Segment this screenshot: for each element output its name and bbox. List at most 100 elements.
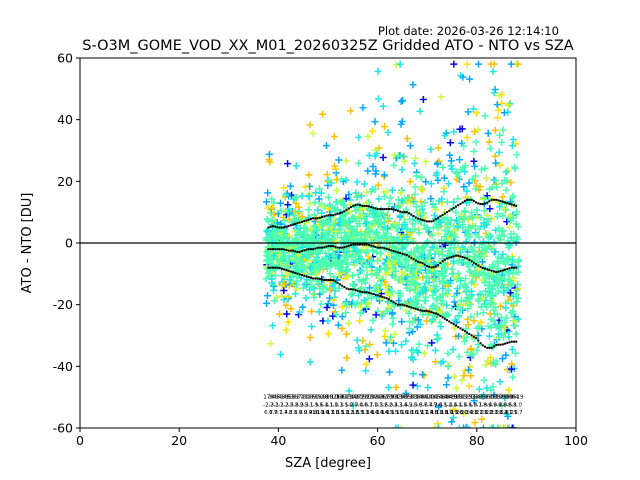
mean-minus-std-dot bbox=[488, 346, 491, 349]
mean-plus-std-dot bbox=[316, 217, 319, 220]
mean-minus-std-dot bbox=[412, 307, 415, 310]
scatter-point bbox=[467, 300, 475, 308]
scatter-point bbox=[490, 238, 498, 246]
median-dot bbox=[294, 250, 297, 253]
scatter-point bbox=[307, 237, 315, 245]
mean-minus-std-dot bbox=[437, 313, 440, 316]
scatter-point bbox=[282, 301, 290, 309]
mean-plus-std-dot bbox=[327, 214, 330, 217]
mean-plus-std-dot bbox=[495, 198, 498, 201]
mean-minus-std-dot bbox=[506, 341, 509, 344]
median-dot bbox=[347, 244, 350, 247]
scatter-point bbox=[409, 220, 417, 228]
bin-stat-label: -9.4 bbox=[491, 402, 502, 408]
scatter-point bbox=[448, 304, 456, 312]
median-dot bbox=[466, 257, 469, 260]
x-tick-label: 100 bbox=[564, 433, 588, 448]
scatter-point bbox=[411, 154, 419, 162]
bin-stat-label: 1619 bbox=[509, 395, 523, 401]
mean-plus-std-dot bbox=[367, 205, 370, 208]
scatter-point bbox=[498, 282, 506, 290]
scatter-point bbox=[482, 361, 490, 369]
scatter-point bbox=[403, 134, 411, 142]
scatter-point bbox=[514, 235, 522, 243]
scatter-point bbox=[471, 262, 479, 270]
scatter-point bbox=[413, 275, 421, 283]
scatter-point bbox=[376, 211, 384, 219]
mean-minus-std-dot bbox=[294, 271, 297, 274]
scatter-point bbox=[425, 278, 433, 286]
mean-plus-std-dot bbox=[457, 204, 460, 207]
median-dot bbox=[425, 264, 428, 267]
scatter-point bbox=[498, 180, 506, 188]
scatter-point bbox=[330, 296, 338, 304]
scatter-point bbox=[493, 334, 501, 342]
median-dot bbox=[479, 265, 482, 268]
scatter-point bbox=[397, 424, 405, 428]
scatter-point bbox=[302, 279, 310, 287]
scatter-point bbox=[309, 231, 317, 239]
scatter-point bbox=[397, 189, 405, 197]
scatter-point bbox=[501, 275, 509, 283]
bin-stat-label: -6.1 bbox=[437, 402, 448, 408]
scatter-point bbox=[345, 387, 353, 395]
scatter-point bbox=[485, 278, 493, 286]
mean-minus-std-dot bbox=[276, 266, 279, 269]
bin-stat-label: 1066 bbox=[331, 395, 345, 401]
mean-plus-std-dot bbox=[414, 216, 417, 219]
bin-stat-label: 14.6 bbox=[376, 410, 389, 416]
scatter-point bbox=[460, 183, 468, 191]
bin-stat-label: 451 bbox=[273, 395, 284, 401]
mean-plus-std-dot bbox=[376, 208, 379, 211]
scatter-point bbox=[352, 247, 360, 255]
median-dot bbox=[446, 257, 449, 260]
bin-stat-label: 1571 bbox=[485, 395, 499, 401]
scatter-point bbox=[470, 147, 478, 155]
scatter-point bbox=[290, 211, 298, 219]
scatter-point bbox=[369, 246, 377, 254]
scatter-point bbox=[361, 346, 369, 354]
scatter-point bbox=[503, 269, 511, 277]
bin-stat-label: 16.3 bbox=[401, 410, 414, 416]
scatter-point bbox=[436, 318, 444, 326]
mean-plus-std-dot bbox=[303, 220, 306, 223]
scatter-point bbox=[372, 266, 380, 274]
scatter-point bbox=[428, 231, 436, 239]
scatter-point bbox=[292, 199, 300, 207]
bin-stat-label: 1451 bbox=[430, 395, 444, 401]
scatter-point bbox=[365, 226, 373, 234]
mean-plus-std-dot bbox=[486, 201, 489, 204]
scatter-point bbox=[319, 110, 327, 118]
scatter-point bbox=[354, 270, 362, 278]
median-dot bbox=[412, 258, 415, 261]
mean-plus-std-dot bbox=[452, 207, 455, 210]
scatter-point bbox=[315, 185, 323, 193]
mean-minus-std-dot bbox=[417, 308, 420, 311]
mean-minus-std-dot bbox=[439, 314, 442, 317]
scatter-point bbox=[452, 273, 460, 281]
scatter-point bbox=[439, 163, 447, 171]
scatter-point bbox=[326, 270, 334, 278]
y-tick-label: 60 bbox=[57, 51, 73, 66]
bin-stat-label: -5.2 bbox=[442, 402, 453, 408]
scatter-point bbox=[476, 289, 484, 297]
scatter-point bbox=[262, 234, 270, 242]
scatter-point bbox=[463, 60, 471, 68]
mean-plus-std-dot bbox=[499, 200, 502, 203]
scatter-point bbox=[481, 112, 489, 120]
mean-plus-std-dot bbox=[405, 211, 408, 214]
mean-minus-std-dot bbox=[430, 311, 433, 314]
bin-stat-label: 16.9 bbox=[411, 410, 424, 416]
scatter-point bbox=[422, 157, 430, 165]
scatter-point bbox=[470, 317, 478, 325]
scatter-point bbox=[364, 132, 372, 140]
scatter-point bbox=[404, 238, 412, 246]
median-dot bbox=[452, 255, 455, 258]
scatter-point bbox=[454, 195, 462, 203]
scatter-point bbox=[338, 237, 346, 245]
scatter-point bbox=[379, 154, 387, 162]
scatter-point bbox=[460, 214, 468, 222]
scatter-point bbox=[339, 197, 347, 205]
scatter-point bbox=[295, 203, 303, 211]
scatter-point bbox=[510, 258, 518, 266]
